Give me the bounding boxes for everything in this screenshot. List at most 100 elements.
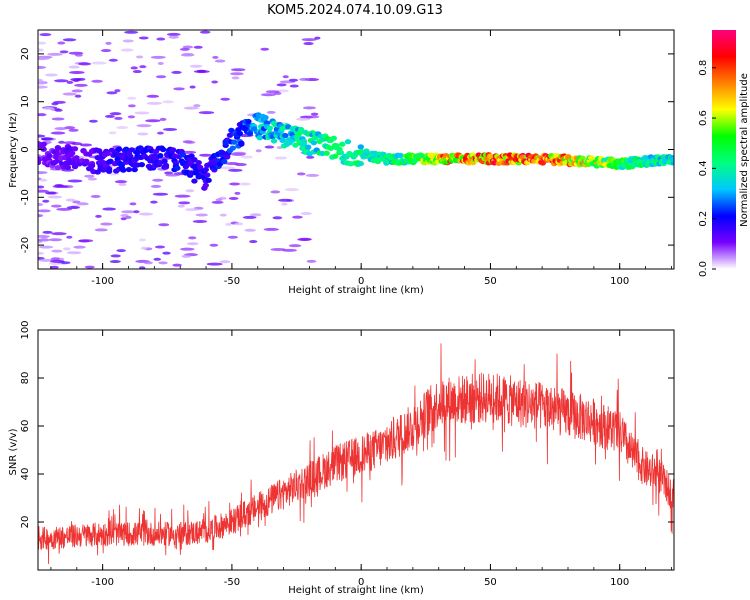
spectrogram-cell (137, 132, 149, 136)
spectrogram-cell (288, 244, 302, 248)
spectrogram-cell (168, 35, 179, 39)
spectrogram-cell (205, 177, 212, 183)
spectrogram-cell (66, 206, 80, 210)
spectrogram-cell (238, 141, 245, 147)
spectrogram-cell (219, 213, 227, 217)
spectrogram-cell (152, 178, 164, 182)
spectrogram-cell (225, 162, 240, 166)
spectrogram-cell (38, 65, 47, 69)
spectrogram-cell (223, 154, 231, 160)
snr-y-tick-label: 60 (20, 420, 31, 433)
spectrogram-cell (323, 150, 330, 156)
spectrogram-cell (88, 119, 98, 123)
spectrogram-cell (185, 189, 195, 193)
spectrogram-cell (38, 214, 44, 218)
spectrogram-cell (297, 237, 312, 241)
spectrogram-cell (330, 135, 337, 141)
spectrogram-x-tick-label: 100 (610, 276, 629, 287)
spectrogram-cell (234, 222, 244, 226)
spectrogram-cell (195, 160, 202, 166)
spectrogram-cell (108, 131, 117, 135)
snr-x-tick-label: 100 (610, 577, 629, 588)
spectrogram-cell (74, 83, 88, 87)
spectrogram-cell (42, 107, 55, 111)
spectrogram-cell (236, 130, 244, 137)
spectrogram-cell (158, 261, 168, 265)
spectrogram-cell (115, 146, 123, 152)
spectrogram-cell (344, 139, 352, 145)
spectrogram-cell (260, 93, 276, 97)
spectrogram-cell (195, 213, 208, 217)
spectrogram-cell (156, 37, 166, 41)
spectrogram-cell (163, 127, 178, 131)
spectrogram-cell (227, 235, 238, 239)
spectrogram-cell (120, 48, 134, 52)
spectrogram-cell (50, 204, 62, 208)
spectrogram-cell (122, 39, 134, 43)
spectrogram-cell (66, 251, 82, 255)
spectrogram-cell (38, 189, 49, 193)
snr-x-tick-label: -100 (91, 577, 114, 588)
spectrogram-cell (310, 140, 318, 146)
spectrogram-cell (300, 138, 308, 144)
spectrogram-cell (109, 260, 121, 264)
spectrogram-cell (38, 251, 45, 255)
spectrogram-cell (95, 214, 102, 218)
colorbar: 0.0 0.2 0.4 0.6 0.8 Normalized spectral ampl… (698, 30, 750, 277)
spectrogram-cell (56, 207, 73, 211)
spectrogram-cell (146, 101, 163, 105)
spectrogram-cell (72, 200, 81, 204)
spectrogram-cell (84, 265, 95, 269)
spectrogram-cell (331, 153, 339, 159)
spectrogram-cell (339, 141, 346, 147)
spectrogram-cell (121, 210, 136, 214)
spectrogram-cell (62, 38, 77, 42)
spectrogram-cell (150, 184, 162, 188)
spectrogram-cell (128, 104, 136, 108)
spectrogram-cell (199, 153, 212, 157)
spectrogram-cell (68, 150, 76, 156)
spectrogram-cell (140, 246, 148, 250)
spectrogram-cell (138, 36, 149, 40)
spectrogram-cell (54, 127, 68, 131)
snr-y-label: SNR (v/v) (8, 428, 19, 475)
spectrogram-cell (63, 247, 71, 251)
spectrogram-cell (50, 131, 66, 135)
spectrogram-cell (183, 106, 199, 110)
spectrogram-cell (52, 185, 69, 189)
spectrogram-cell (110, 254, 121, 258)
spectrogram-cell (188, 236, 197, 240)
spectrogram-cell (306, 259, 317, 263)
spectrogram-cell (265, 90, 280, 94)
spectrogram-cell (166, 32, 181, 36)
spectrogram-cell (229, 182, 241, 186)
spectrogram-y-tick-label: -10 (20, 189, 31, 205)
spectrogram-cell (181, 254, 192, 258)
spectrogram-cell (263, 227, 280, 231)
spectrogram-cell (74, 53, 83, 57)
spectrogram-cell (296, 117, 311, 121)
spectrogram-cell (174, 165, 181, 171)
spectrogram-cell (38, 154, 42, 158)
spectrogram-cell (153, 257, 162, 261)
spectrogram-cell (245, 118, 252, 125)
spectrogram-cell (130, 66, 138, 70)
spectrogram-cell (310, 112, 319, 116)
spectrogram-cell (193, 70, 210, 74)
spectrogram-cell (45, 191, 57, 195)
spectrogram-cell (221, 159, 228, 165)
spectrogram-cell (249, 240, 258, 244)
spectrogram-cell (231, 76, 240, 80)
spectrogram-cell (229, 145, 237, 151)
colorbar-tick-label: 0.8 (698, 60, 709, 76)
snr-y-tick-label: 20 (20, 516, 31, 529)
spectrogram-cell (38, 209, 51, 213)
spectrogram-cell (100, 49, 112, 53)
spectrogram-cell (162, 251, 171, 255)
spectrogram-cell (50, 257, 60, 261)
spectrogram-cell (297, 126, 305, 133)
spectrogram-cell (182, 45, 194, 49)
spectrogram-cell (76, 202, 89, 206)
spectrogram-cell (139, 212, 153, 216)
